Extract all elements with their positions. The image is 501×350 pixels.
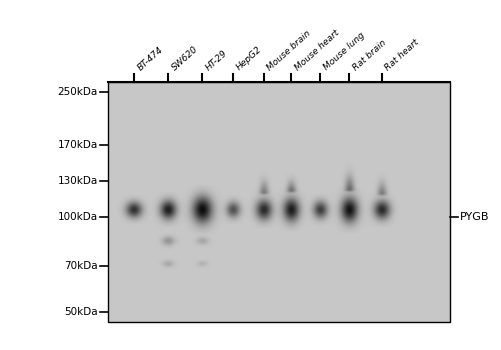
Text: BT-474: BT-474 <box>136 45 165 72</box>
Text: Rat brain: Rat brain <box>351 38 388 72</box>
Text: 250kDa: 250kDa <box>58 86 98 97</box>
Text: Mouse brain: Mouse brain <box>266 28 313 72</box>
Text: Mouse lung: Mouse lung <box>322 30 367 72</box>
Text: Mouse heart: Mouse heart <box>293 28 341 72</box>
Text: HT-29: HT-29 <box>204 48 229 72</box>
Text: HepG2: HepG2 <box>235 45 264 72</box>
Text: 50kDa: 50kDa <box>64 307 98 317</box>
Text: 70kDa: 70kDa <box>64 261 98 271</box>
Text: Rat heart: Rat heart <box>384 37 421 72</box>
Text: 100kDa: 100kDa <box>58 212 98 222</box>
Text: 170kDa: 170kDa <box>58 140 98 149</box>
Text: PYGB: PYGB <box>460 212 489 222</box>
Bar <box>108 82 450 322</box>
Text: 130kDa: 130kDa <box>58 176 98 186</box>
Text: SW620: SW620 <box>170 44 199 72</box>
